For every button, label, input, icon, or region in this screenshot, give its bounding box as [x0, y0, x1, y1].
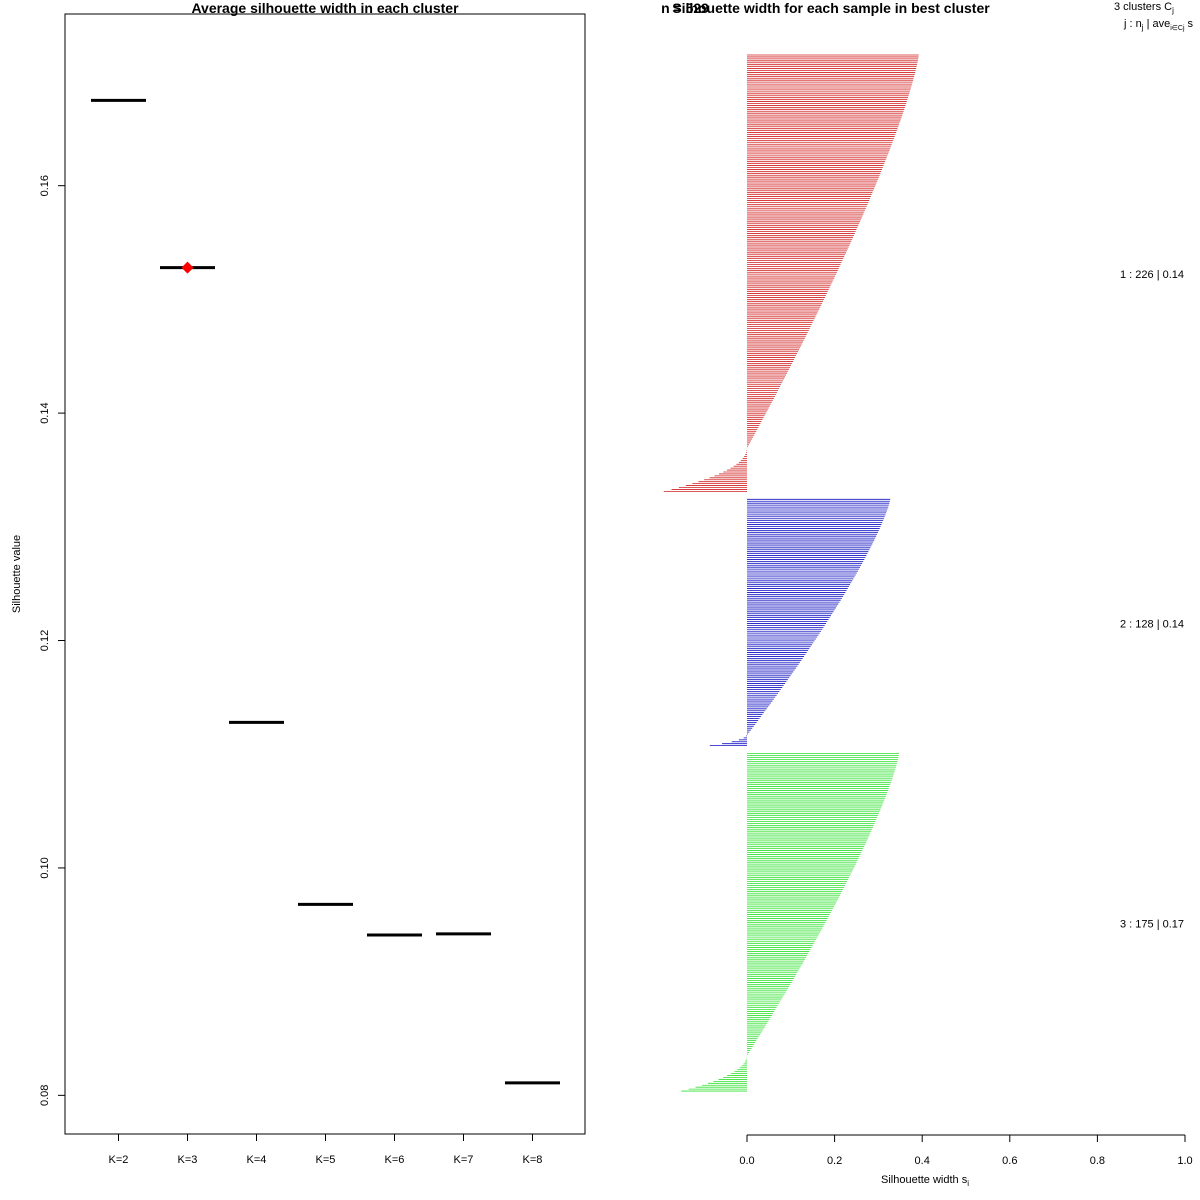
- cluster-1-bars: [663, 54, 919, 492]
- right-x-tick-label: 0.8: [1090, 1155, 1105, 1167]
- legend-cluster-3: 3 : 175 | 0.17: [1120, 918, 1184, 930]
- right-chart-title: Silhouette width for each sample in best…: [672, 0, 990, 16]
- right-x-tick-label: 0.0: [739, 1155, 754, 1167]
- right-x-tick-label: 0.2: [827, 1155, 842, 1167]
- silhouette-bars: [663, 54, 919, 1092]
- right-x-axis: 0.0 0.2 0.4 0.6 0.8 1.0: [739, 1134, 1193, 1167]
- left-y-axis-label: Silhouette value: [11, 535, 23, 613]
- legend-cluster-2: 2 : 128 | 0.14: [1120, 618, 1184, 630]
- left-plot-frame: [64, 13, 586, 1135]
- cluster-3-bars: [681, 753, 899, 1092]
- left-x-tick-label: K=6: [385, 1154, 405, 1166]
- left-x-tick-label: K=7: [454, 1154, 474, 1166]
- left-chart: Average silhouette width in each cluster…: [11, 0, 586, 1166]
- left-chart-title: Average silhouette width in each cluster: [191, 0, 459, 16]
- right-x-tick-label: 0.6: [1002, 1155, 1017, 1167]
- left-y-axis: 0.08 0.10 0.12 0.14 0.16: [39, 175, 65, 1106]
- left-x-tick-label: K=5: [316, 1154, 336, 1166]
- best-k-marker: [181, 261, 194, 274]
- right-chart: Silhouette width for each sample in best…: [661, 0, 1193, 1188]
- left-marks: [91, 98, 560, 1085]
- left-x-tick-label: K=8: [523, 1154, 543, 1166]
- left-x-axis: K=2 K=3 K=4 K=5 K=6 K=7 K=8: [109, 1134, 543, 1166]
- left-y-tick-label: 0.12: [39, 630, 51, 651]
- right-x-axis-label: Silhouette width si: [881, 1174, 969, 1188]
- left-x-tick-label: K=2: [109, 1154, 129, 1166]
- legend-cluster-1: 1 : 226 | 0.14: [1120, 269, 1184, 281]
- cluster-2-bars: [709, 498, 891, 747]
- legend-header-1: 3 clusters Cj: [1114, 1, 1174, 15]
- cluster-legend: 3 clusters Cj j : nj | avei∈Cj s 1 : 226…: [1114, 1, 1194, 930]
- left-y-tick-label: 0.14: [39, 402, 51, 423]
- left-x-tick-label: K=4: [247, 1154, 267, 1166]
- left-x-tick-label: K=3: [178, 1154, 198, 1166]
- right-x-tick-label: 1.0: [1177, 1155, 1192, 1167]
- legend-header-2: j : nj | avei∈Cj s: [1123, 18, 1194, 32]
- left-y-tick-label: 0.10: [39, 857, 51, 878]
- overlay-sample-count: n = 529: [661, 0, 709, 16]
- left-y-tick-label: 0.16: [39, 175, 51, 196]
- left-y-tick-label: 0.08: [39, 1085, 51, 1106]
- right-x-tick-label: 0.4: [915, 1155, 930, 1167]
